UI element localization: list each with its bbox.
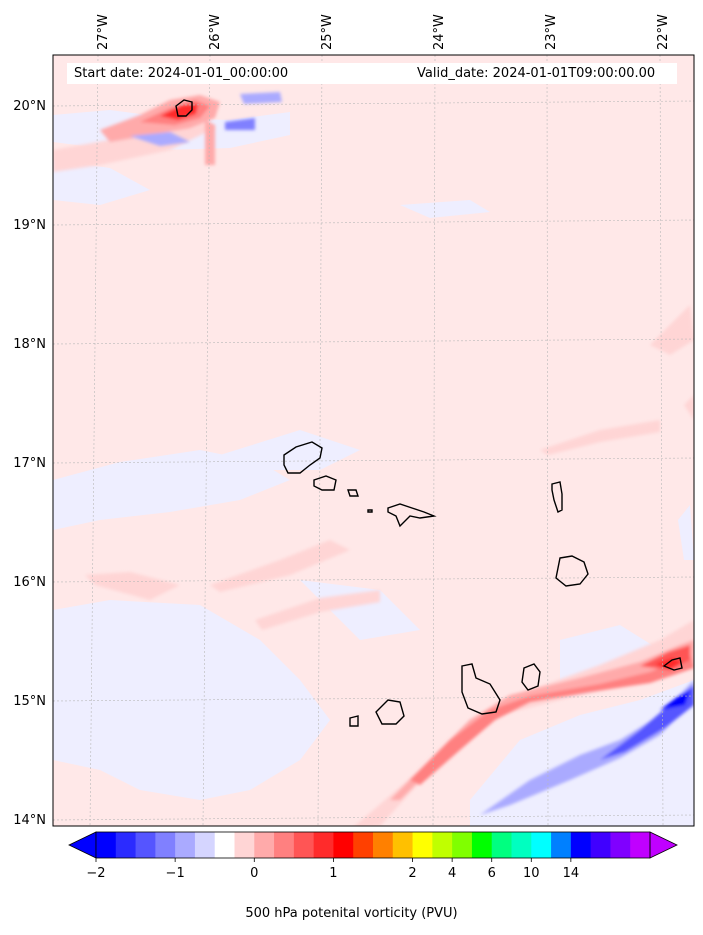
colorbar-bin [570,832,592,858]
lat-label: 18°N [13,337,46,352]
island-santiago [461,663,501,715]
island-branco [367,509,373,513]
pv-band-core [390,640,694,800]
island-sao-vicente [313,475,337,491]
colorbar-bins [96,832,651,858]
colorbar-bin [194,832,216,858]
island-boa-vista [555,555,589,587]
island-santa-luzia [347,489,359,497]
colorbar: −2 −1 0 1 2 4 6 10 14 [68,831,678,881]
lat-label: 19°N [13,218,46,233]
colorbar-label: 500 hPa potenital vorticity (PVU) [245,906,458,921]
colorbar-bin [135,832,156,858]
lon-label: 27°W [96,14,111,50]
northwest-pv-maximum [100,92,282,165]
lon-label: 25°W [320,14,335,50]
colorbar-tick-label: 4 [448,866,456,881]
colorbar-extend-low [68,831,97,859]
colorbar-tick-label: 10 [523,866,540,881]
colorbar-bin [610,832,631,858]
colorbar-tick-label: −2 [86,866,105,881]
map-panel[interactable] [53,55,694,830]
colorbar-bin [551,832,572,858]
colorbar-tick-label: 2 [408,866,416,881]
start-date-label: Start date: 2024-01-01_00:00:00 [74,66,289,81]
lon-label: 26°W [208,14,223,50]
island-northwest [175,99,193,117]
negative-pv-band [480,680,694,815]
colorbar-bin [590,832,611,858]
colorbar-bin [630,832,651,858]
colorbar-bin [353,832,374,858]
lat-label: 17°N [13,456,46,471]
lat-label: 20°N [13,99,46,114]
island-fogo [375,699,405,725]
island-maio [521,663,541,691]
colorbar-frame [95,831,651,859]
lon-label: 23°W [544,14,559,50]
colorbar-bin [214,832,235,858]
colorbar-bin [115,832,137,858]
lat-label: 16°N [13,575,46,590]
colorbar-ticks: −2 −1 0 1 2 4 6 10 14 [86,858,579,881]
colorbar-bin [511,832,532,858]
lon-label: 22°W [656,14,671,50]
lat-label: 15°N [13,694,46,709]
lon-label: 24°W [432,14,447,50]
colorbar-tick-label: 6 [488,866,496,881]
colorbar-tick-label: 0 [250,866,258,881]
colorbar-bin [293,832,315,858]
valid-date-label: Valid_date: 2024-01-01T09:00:00.00 [417,66,656,81]
colorbar-bin [155,832,176,858]
colorbar-bin [175,832,196,858]
island-santo-antao [283,441,323,474]
colorbar-tick-label: −1 [166,866,185,881]
latitude-labels: 20°N 19°N 18°N 17°N 16°N 15°N 14°N [13,99,46,828]
colorbar-bin [452,832,473,858]
colorbar-bin [254,832,275,858]
colorbar-bin [373,832,394,858]
graticule [53,55,694,826]
colorbar-bin [333,832,354,858]
island-southeast [662,657,683,671]
colorbar-bin [392,832,414,858]
coastlines [175,99,683,727]
island-sao-nicolau [387,503,437,528]
colorbar-bin [313,832,334,858]
longitude-labels: 27°W 26°W 25°W 24°W 23°W 22°W [96,14,671,50]
colorbar-tick-label: 14 [563,866,580,881]
lat-label: 14°N [13,813,46,828]
annotation-box [67,63,677,84]
map-frame [52,54,695,827]
colorbar-bin [531,832,552,858]
colorbar-bin [274,832,295,858]
colorbar-bin [412,832,433,858]
island-sal [551,481,563,513]
colorbar-bin [96,832,117,858]
colorbar-bin [491,832,512,858]
colorbar-bin [234,832,255,858]
colorbar-tick-label: 1 [329,866,337,881]
colorbar-bin [432,832,453,858]
island-brava [349,715,359,727]
colorbar-extend-high [649,831,678,859]
colorbar-bin [471,832,493,858]
